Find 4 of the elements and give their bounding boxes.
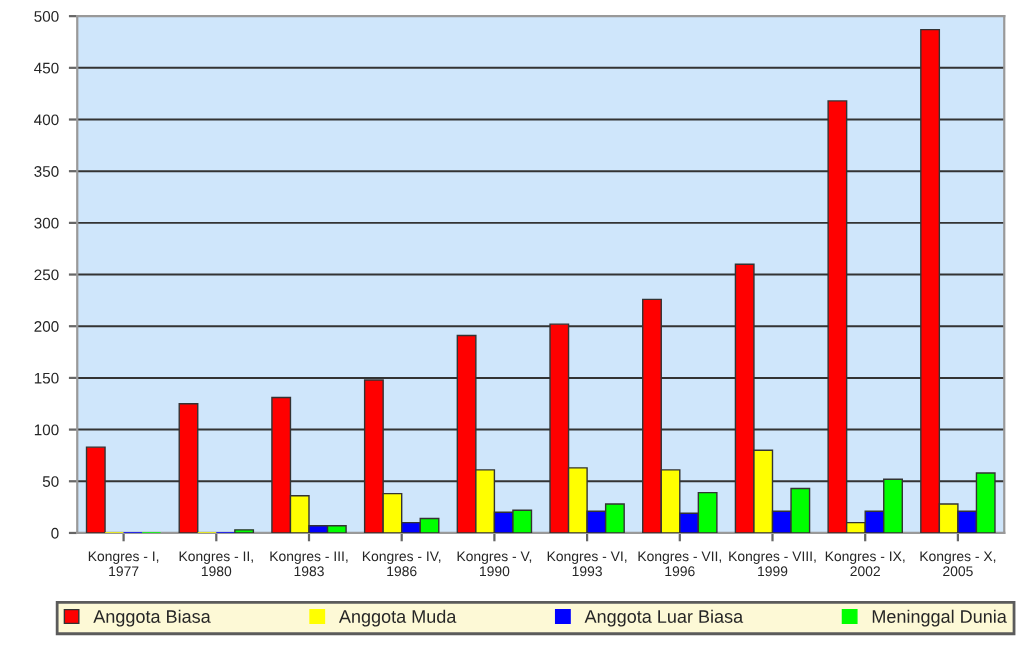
legend-label: Anggota Luar Biasa bbox=[584, 609, 744, 627]
legend-label: Anggota Biasa bbox=[93, 609, 211, 627]
legend-label: Anggota Muda bbox=[338, 609, 457, 627]
legend-label: Meninggal Dunia bbox=[872, 609, 1007, 627]
